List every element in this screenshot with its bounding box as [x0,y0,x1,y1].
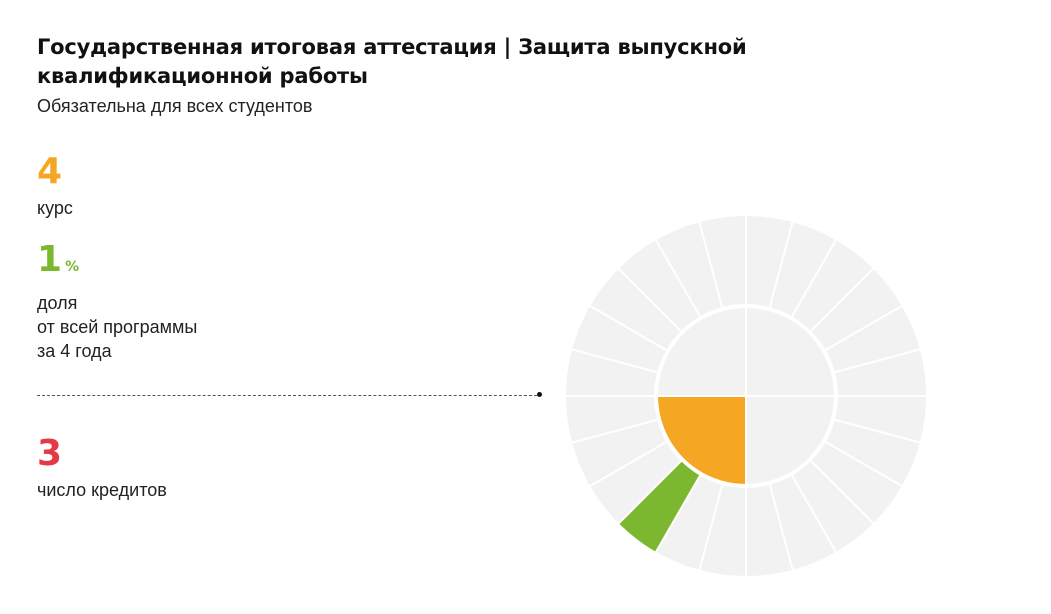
inner-segment [655,305,747,397]
program-share-wheel [563,213,929,579]
stat-credits-value: 3 [37,433,63,474]
stat-share-unit: % [65,259,80,275]
inner-segment [745,395,837,487]
stat-share-value: 1 [37,239,63,280]
stat-credits-label: число кредитов [37,480,167,500]
inner-segment [745,305,837,397]
page-subtitle: Обязательна для всех студентов [37,96,313,116]
stat-course-value: 4 [37,151,63,192]
stat-credits: 3 число кредитов [37,434,167,502]
divider-dot [537,392,542,397]
inner-segment-highlighted [655,395,747,487]
stat-course: 4 курс [37,152,73,220]
outer-segment [697,213,747,310]
stat-course-label: курс [37,198,73,218]
stat-share-label: доля от всей программы за 4 года [37,293,198,361]
page-title: Государственная итоговая аттестация | За… [37,35,747,88]
stat-share: 1% доля от всей программы за 4 года [37,240,197,363]
dashed-divider [37,395,537,396]
stat-share-row: 1% [37,240,197,287]
